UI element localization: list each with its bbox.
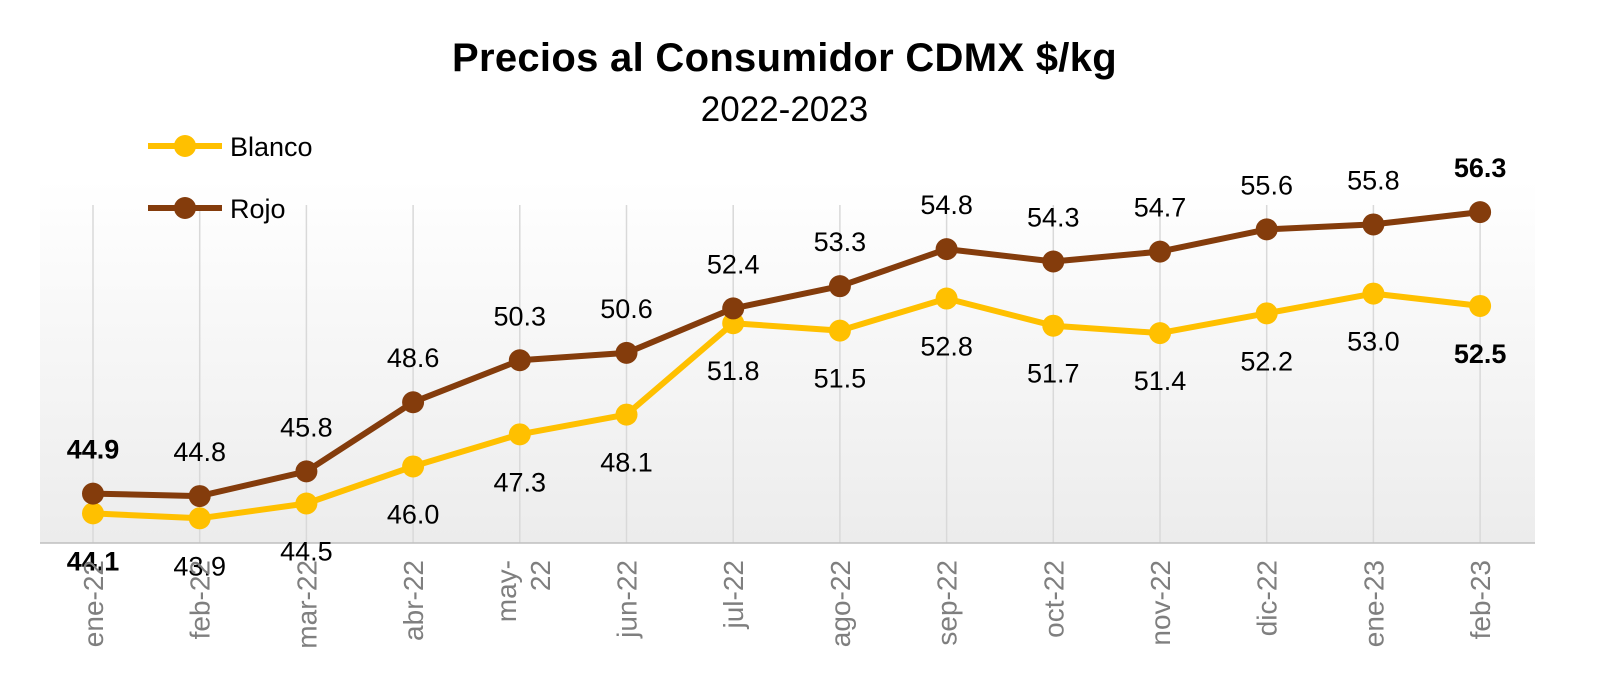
data-label-rojo: 54.8	[920, 190, 973, 220]
data-point-blanco	[1469, 294, 1492, 317]
data-point-rojo	[935, 238, 958, 261]
data-label-blanco: 52.8	[920, 332, 973, 362]
data-point-rojo	[722, 297, 745, 320]
legend-item-blanco: Blanco	[148, 132, 313, 162]
data-label-blanco: 43.9	[173, 551, 226, 581]
x-tick-label: feb-23	[1465, 560, 1496, 639]
chart-subtitle: 2022-2023	[700, 90, 869, 129]
data-point-blanco	[1362, 282, 1385, 305]
legend-swatch-marker	[174, 135, 196, 157]
data-label-rojo: 52.4	[707, 249, 760, 279]
data-label-rojo: 50.6	[600, 294, 653, 324]
data-label-blanco: 52.2	[1240, 346, 1293, 376]
data-point-blanco	[508, 423, 531, 446]
data-point-rojo	[402, 391, 425, 414]
data-label-blanco: 47.3	[494, 467, 547, 497]
x-tick-label: ago-22	[825, 560, 856, 647]
data-label-blanco: 51.7	[1027, 359, 1080, 389]
data-label-blanco: 46.0	[387, 499, 440, 529]
x-tick-label: dic-22	[1252, 560, 1283, 636]
data-label-blanco: 51.8	[707, 356, 760, 386]
data-point-blanco	[615, 403, 638, 426]
data-label-blanco: 44.1	[67, 546, 120, 576]
data-point-blanco	[295, 492, 318, 515]
plot-area	[40, 180, 1535, 543]
legend-label: Blanco	[230, 132, 313, 162]
data-point-rojo	[1469, 201, 1492, 224]
data-point-blanco	[1255, 302, 1278, 325]
chart-title: Precios al Consumidor CDMX $/kg	[451, 36, 1117, 80]
x-tick-label: mar-22	[291, 560, 322, 649]
data-point-rojo	[188, 485, 211, 508]
data-label-rojo: 56.3	[1454, 153, 1507, 183]
data-point-rojo	[1149, 240, 1171, 263]
data-label-blanco: 44.5	[280, 536, 333, 566]
data-label-rojo: 55.6	[1240, 170, 1293, 200]
data-point-rojo	[82, 482, 104, 505]
data-label-rojo: 55.8	[1347, 165, 1400, 195]
data-label-rojo: 53.3	[814, 227, 867, 257]
x-tick-label: feb-22	[185, 560, 216, 639]
data-point-blanco	[402, 455, 425, 478]
data-label-rojo: 54.7	[1134, 193, 1187, 223]
legend-label: Rojo	[230, 194, 286, 224]
data-point-blanco	[935, 287, 958, 310]
x-tick-label: jul-22	[718, 560, 749, 629]
data-point-rojo	[1362, 213, 1385, 236]
x-tick-label: ene-23	[1358, 560, 1389, 647]
data-label-blanco: 51.4	[1134, 366, 1187, 396]
data-point-blanco	[82, 502, 104, 525]
x-tick-label: sep-22	[932, 560, 963, 646]
data-label-blanco: 48.1	[600, 448, 653, 478]
data-point-rojo	[615, 341, 638, 364]
data-label-rojo: 50.3	[494, 301, 547, 331]
data-label-blanco: 53.0	[1347, 327, 1400, 357]
legend-swatch-marker	[174, 197, 196, 219]
data-label-rojo: 48.6	[387, 343, 440, 373]
data-point-blanco	[188, 507, 211, 530]
data-point-rojo	[828, 275, 851, 298]
data-point-rojo	[508, 349, 531, 372]
x-tick-label: oct-22	[1038, 560, 1069, 638]
x-tick-label: jun-22	[612, 560, 643, 639]
data-point-blanco	[828, 319, 851, 342]
data-point-blanco	[1042, 314, 1065, 337]
x-tick-label: ene-22	[78, 560, 109, 647]
series-line-blanco	[92, 290, 1481, 522]
data-label-blanco: 52.5	[1454, 339, 1507, 369]
data-point-rojo	[1255, 218, 1278, 241]
data-point-rojo	[1042, 250, 1065, 273]
x-tick-label: abr-22	[398, 560, 429, 641]
data-point-blanco	[1149, 322, 1171, 345]
data-label-rojo: 45.8	[280, 412, 333, 442]
data-label-rojo: 44.8	[173, 437, 226, 467]
legend-item-rojo: Rojo	[148, 194, 286, 224]
data-label-rojo: 54.3	[1027, 202, 1080, 232]
data-label-blanco: 51.5	[814, 364, 867, 394]
data-point-rojo	[295, 460, 318, 483]
x-tick-label: nov-22	[1145, 560, 1176, 646]
x-tick-label: may- 22	[491, 560, 556, 622]
series-line-rojo	[92, 209, 1481, 500]
data-label-rojo: 44.9	[67, 435, 120, 465]
